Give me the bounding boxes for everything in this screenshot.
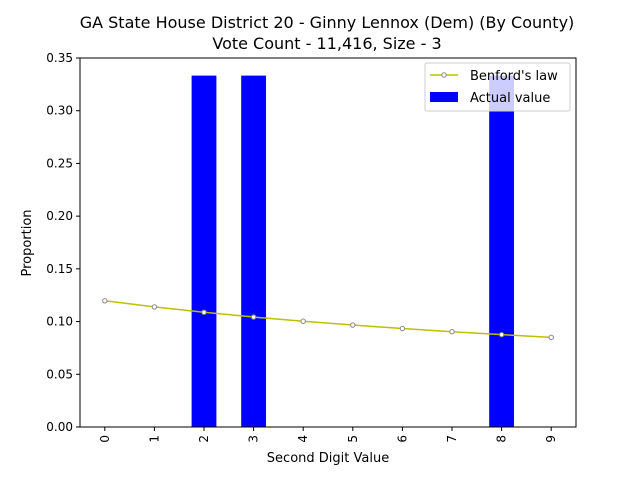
benford-point-3 <box>250 314 257 320</box>
x-tick-label: 5 <box>346 435 360 443</box>
benford-line <box>104 300 552 339</box>
y-tick-label: 0.10 <box>46 315 73 329</box>
x-tick-label: 6 <box>395 435 409 443</box>
legend-box <box>424 62 571 112</box>
benford-point-6 <box>399 325 406 332</box>
benford-point-2 <box>201 309 207 315</box>
benford-point-5 <box>350 322 356 328</box>
x-tick-label: 9 <box>544 435 558 443</box>
x-tick-label: 4 <box>296 435 310 443</box>
y-tick-label: 0.05 <box>46 367 73 381</box>
benford-point-8 <box>498 331 505 338</box>
x-tick-label: 1 <box>147 435 161 443</box>
benford-point-4 <box>300 318 306 324</box>
plot-area-frame <box>79 57 577 428</box>
legend: Benford's law Actual value <box>424 62 571 112</box>
x-tick-label: 2 <box>197 435 211 443</box>
bar-8 <box>489 75 514 428</box>
benford-point-0 <box>102 298 108 304</box>
y-tick-label: 0.35 <box>46 51 73 65</box>
y-tick-label: 0.25 <box>46 156 73 170</box>
y-axis-label: Proportion <box>20 209 35 276</box>
bars-layer <box>191 75 514 428</box>
benford-point-1 <box>151 304 158 310</box>
legend-benford-label: Benford's law <box>470 69 558 84</box>
x-tick-label: 0 <box>98 435 112 443</box>
benford-point-7 <box>449 328 455 335</box>
legend-actual-swatch <box>430 92 458 102</box>
x-tick-label: 3 <box>247 435 261 443</box>
benford-point-9 <box>548 334 554 341</box>
y-tick-label: 0.30 <box>46 104 73 118</box>
y-tick-label: 0.15 <box>46 262 73 276</box>
x-axis-label: Second Digit Value <box>267 451 389 466</box>
legend-benford-marker <box>441 72 447 78</box>
x-tick-label: 7 <box>445 435 459 443</box>
bar-3 <box>241 75 266 428</box>
chart-title-line1: GA State House District 20 - Ginny Lenno… <box>80 13 575 32</box>
benford-line-layer <box>102 298 554 341</box>
legend-actual-label: Actual value <box>470 91 550 106</box>
bar-2 <box>191 75 217 428</box>
y-tick-label: 0.20 <box>46 209 73 223</box>
chart-title-line2: Vote Count - 11,416, Size - 3 <box>212 34 441 53</box>
x-axis: 0 1 2 3 4 5 6 7 8 9 <box>98 427 558 443</box>
y-tick-label: 0.00 <box>46 420 73 434</box>
y-axis: 0.00 0.05 0.10 0.15 0.20 0.25 0.30 0.35 <box>46 51 80 434</box>
x-tick-label: 8 <box>495 435 509 443</box>
